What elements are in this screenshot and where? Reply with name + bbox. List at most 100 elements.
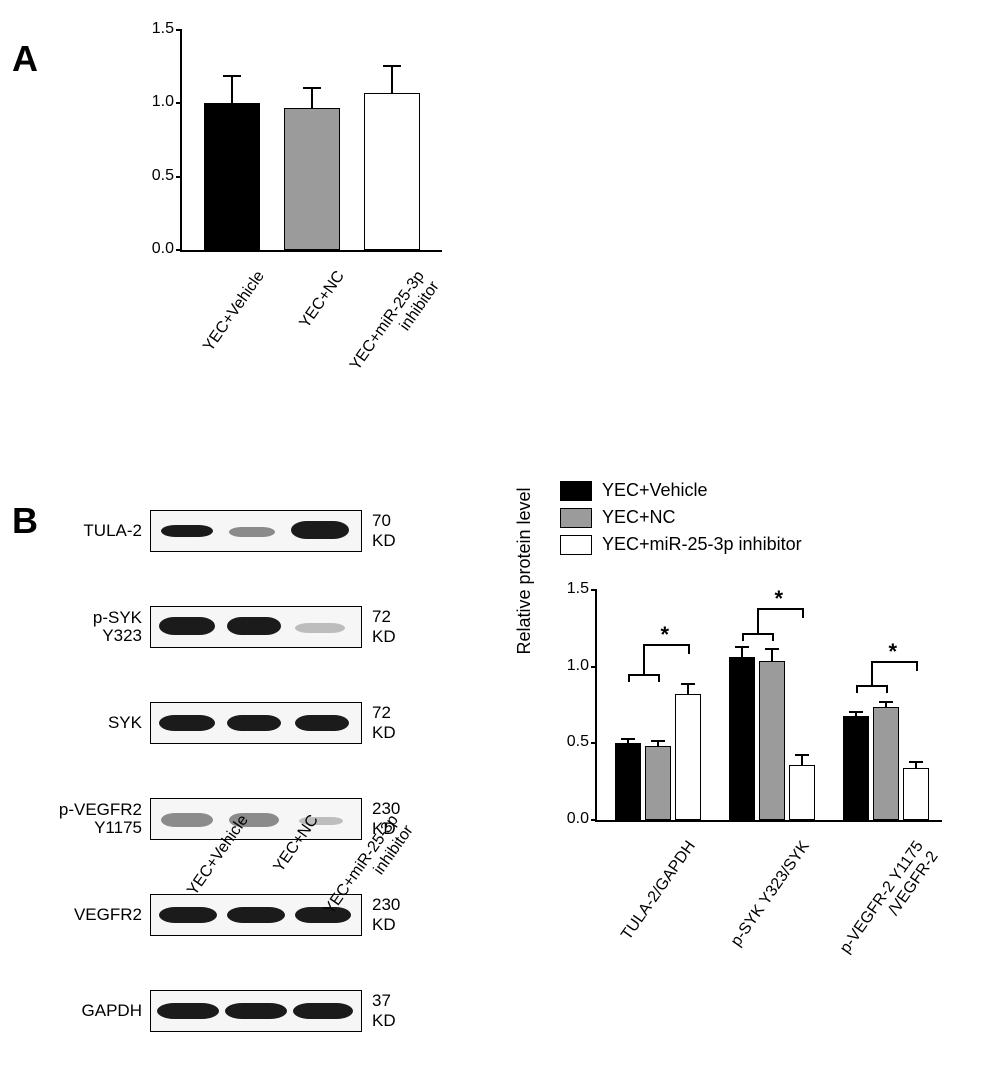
significance-bracket bbox=[856, 685, 886, 687]
panel-b-chart: Relative protein level 0.00.51.01.5TULA-… bbox=[540, 580, 970, 1010]
ytick-label: 0.0 bbox=[134, 240, 174, 258]
blot-lane-box bbox=[150, 702, 362, 744]
blot-protein-label: TULA-2 bbox=[30, 510, 142, 552]
ytick-label: 1.5 bbox=[549, 580, 589, 598]
error-bar bbox=[627, 738, 629, 744]
error-bar bbox=[915, 761, 917, 769]
significance-star: * bbox=[661, 622, 670, 648]
blot-band bbox=[293, 1003, 353, 1019]
error-bar bbox=[855, 711, 857, 717]
legend-swatch bbox=[560, 481, 592, 501]
significance-bracket bbox=[742, 633, 772, 635]
significance-bracket bbox=[742, 633, 744, 641]
significance-bracket bbox=[757, 608, 759, 633]
bar bbox=[789, 765, 815, 820]
significance-bracket bbox=[871, 661, 873, 686]
panel-b-plot: 0.00.51.01.5TULA-2/GAPDHp-SYK Y323/SYKp-… bbox=[595, 590, 942, 822]
legend-swatch bbox=[560, 535, 592, 555]
blot-band bbox=[295, 623, 345, 633]
error-bar bbox=[801, 754, 803, 766]
significance-bracket bbox=[886, 685, 888, 693]
panel-a-chart: Relative TULA-2 mRNA expressionlevel nor… bbox=[120, 20, 500, 450]
bar bbox=[903, 768, 929, 820]
blot-kd-label: 230 KD bbox=[372, 894, 400, 936]
significance-bracket bbox=[658, 674, 660, 682]
ytick-label: 0.5 bbox=[549, 733, 589, 751]
blot-protein-label: p-SYKY323 bbox=[30, 606, 142, 648]
legend-label: YEC+miR-25-3p inhibitor bbox=[602, 534, 802, 555]
blot-lane-box bbox=[150, 606, 362, 648]
x-category-label: YEC+Vehicle bbox=[179, 268, 268, 385]
panel-b-legend: YEC+Vehicle YEC+NC YEC+miR-25-3p inhibitor bbox=[560, 480, 802, 561]
legend-label: YEC+NC bbox=[602, 507, 676, 528]
ytick-label: 0.5 bbox=[134, 167, 174, 185]
error-bar bbox=[771, 648, 773, 662]
bar bbox=[873, 707, 899, 820]
legend-item: YEC+NC bbox=[560, 507, 802, 528]
legend-item: YEC+miR-25-3p inhibitor bbox=[560, 534, 802, 555]
significance-bracket bbox=[802, 608, 804, 618]
significance-star: * bbox=[775, 586, 784, 612]
blot-protein-label: VEGFR2 bbox=[30, 894, 142, 936]
blot-protein-label: SYK bbox=[30, 702, 142, 744]
blot-band bbox=[227, 617, 281, 635]
blot-band bbox=[161, 525, 213, 537]
ytick-label: 0.0 bbox=[549, 810, 589, 828]
blot-lane-box bbox=[150, 510, 362, 552]
error-bar bbox=[391, 65, 393, 94]
significance-bracket bbox=[628, 674, 630, 682]
legend-label: YEC+Vehicle bbox=[602, 480, 708, 501]
panel-a-y-title: Relative TULA-2 mRNA expressionlevel nor… bbox=[0, 0, 10, 210]
ytick-label: 1.5 bbox=[134, 20, 174, 38]
error-bar bbox=[311, 87, 313, 109]
x-category-label: p-SYK Y323/SYK bbox=[707, 838, 814, 979]
blot-kd-label: 37 KD bbox=[372, 990, 396, 1032]
blot-band bbox=[159, 715, 215, 731]
x-category-label: TULA-2/GAPDH bbox=[593, 838, 700, 979]
blot-protein-label: p-VEGFR2Y1175 bbox=[30, 798, 142, 840]
ytick-label: 1.0 bbox=[134, 93, 174, 111]
significance-star: * bbox=[889, 639, 898, 665]
error-bar bbox=[231, 75, 233, 104]
figure-page: { "panelA": { "label": "A", "y_title": "… bbox=[0, 0, 1000, 1076]
error-bar bbox=[885, 701, 887, 707]
error-bar bbox=[741, 646, 743, 658]
error-bar bbox=[687, 683, 689, 695]
bar bbox=[759, 661, 785, 820]
significance-bracket bbox=[688, 644, 690, 654]
bar bbox=[675, 694, 701, 820]
blot-band bbox=[159, 617, 215, 635]
blot-band bbox=[229, 527, 275, 537]
bar bbox=[843, 716, 869, 820]
significance-bracket bbox=[772, 633, 774, 641]
blot-band bbox=[295, 715, 349, 731]
significance-bracket bbox=[916, 661, 918, 671]
significance-bracket bbox=[628, 674, 658, 676]
blot-kd-label: 72 KD bbox=[372, 702, 396, 744]
ytick-label: 1.0 bbox=[549, 657, 589, 675]
bar bbox=[729, 657, 755, 820]
x-category-label: YEC+NC bbox=[259, 268, 348, 385]
x-category-label: p-VEGFR-2 Y1175/VEGFR-2 bbox=[821, 838, 942, 990]
blot-band bbox=[161, 813, 213, 827]
bar bbox=[645, 746, 671, 820]
blot-lane-box bbox=[150, 990, 362, 1032]
panel-b-y-title: Relative protein level bbox=[514, 471, 535, 671]
blot-band bbox=[225, 1003, 287, 1019]
panel-a-plot: 0.00.51.01.5YEC+VehicleYEC+NCYEC+miR-25-… bbox=[180, 30, 442, 252]
bar bbox=[364, 93, 420, 250]
bar bbox=[204, 103, 260, 250]
blot-lane-box bbox=[150, 798, 362, 840]
legend-item: YEC+Vehicle bbox=[560, 480, 802, 501]
blot-kd-label: 72 KD bbox=[372, 606, 396, 648]
blot-band bbox=[227, 715, 281, 731]
legend-swatch bbox=[560, 508, 592, 528]
blot-protein-label: GAPDH bbox=[30, 990, 142, 1032]
significance-bracket bbox=[856, 685, 858, 693]
error-bar bbox=[657, 740, 659, 748]
blot-band bbox=[291, 521, 349, 539]
blot-kd-label: 70 KD bbox=[372, 510, 396, 552]
panel-a-label: A bbox=[12, 38, 38, 80]
bar bbox=[615, 743, 641, 820]
bar bbox=[284, 108, 340, 250]
